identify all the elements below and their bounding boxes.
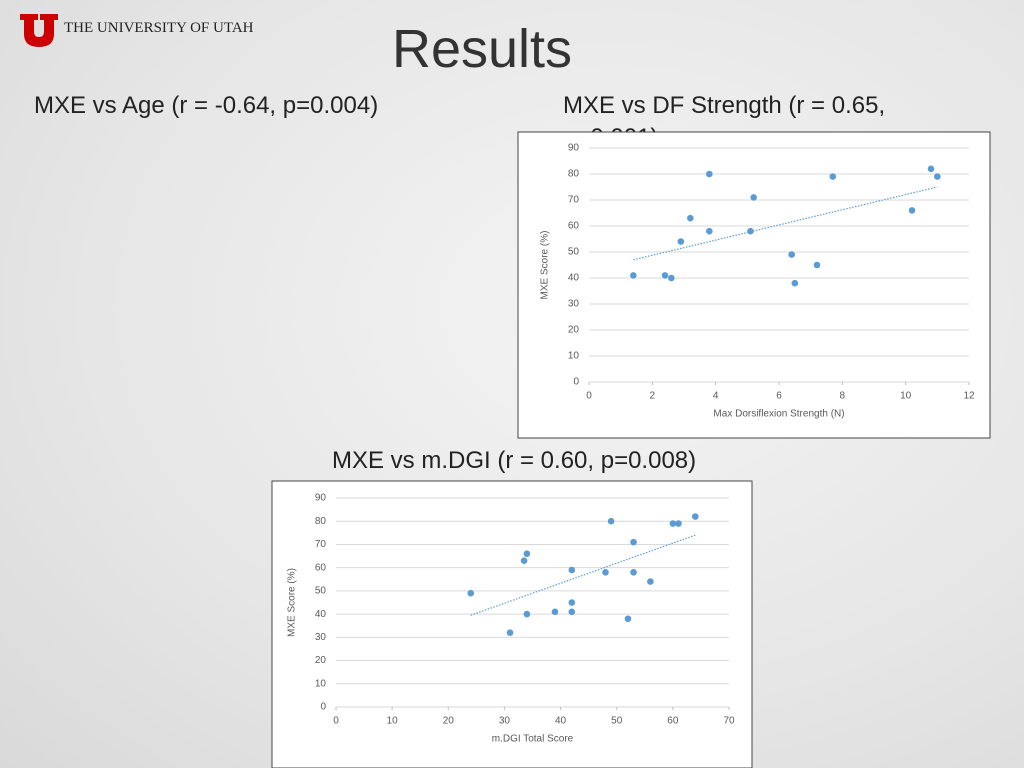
y-tick-label: 90 — [315, 493, 327, 504]
y-tick-label: 80 — [568, 169, 580, 180]
point — [630, 538, 637, 546]
y-tick-label: 10 — [315, 678, 327, 689]
point — [523, 610, 531, 618]
y-tick-label: 20 — [568, 325, 580, 336]
y-tick-label: 30 — [568, 299, 580, 310]
point — [568, 566, 576, 574]
y-tick-label: 40 — [315, 609, 327, 620]
point — [908, 207, 916, 214]
x-tick-label: 2 — [650, 391, 656, 402]
point — [551, 608, 559, 616]
point — [750, 194, 757, 201]
point — [788, 251, 795, 258]
point — [624, 615, 632, 623]
chart: 0 10 20 30 40 50 60 70 80 90 0 2 4 6 8 10 12 Max Dorsifle… — [517, 131, 991, 439]
point — [568, 608, 576, 616]
x-tick-label: 12 — [963, 391, 975, 402]
point — [523, 550, 531, 558]
x-tick-label: 10 — [387, 716, 399, 727]
y-tick-label: 60 — [315, 562, 327, 573]
point — [706, 227, 713, 235]
x-tick-label: 6 — [776, 391, 782, 402]
chart: 0 10 20 30 40 50 60 70 80 90 0 10 20 30 40 50 60 70 m.DGI … — [271, 480, 753, 768]
point — [813, 261, 821, 269]
point — [687, 214, 694, 222]
point — [467, 589, 475, 597]
x-tick-label: 70 — [723, 716, 735, 727]
y-tick-label: 0 — [573, 377, 579, 388]
point — [506, 629, 514, 636]
point — [791, 279, 799, 287]
point — [934, 173, 941, 180]
point — [661, 272, 669, 279]
y-tick-label: 0 — [320, 702, 326, 713]
logo-text: THE UNIVERSITY OF UTAH — [64, 20, 254, 36]
point — [677, 238, 685, 245]
point — [675, 520, 682, 527]
x-tick-label: 60 — [667, 716, 679, 727]
x-axis-title: m.DGI Total Score — [492, 734, 574, 745]
point — [647, 578, 654, 585]
logo-mark — [20, 14, 58, 47]
point — [706, 170, 713, 178]
y-tick-label: 70 — [568, 195, 580, 206]
y-tick-label: 30 — [315, 632, 327, 643]
x-axis-title: Max Dorsiflexion Strength (N) — [713, 409, 844, 420]
x-tick-label: 4 — [713, 391, 719, 402]
point — [630, 272, 637, 279]
y-tick-label: 90 — [568, 143, 580, 154]
heading: MXE vs Age (r = -0.64, p=0.004) — [34, 92, 379, 119]
point — [692, 513, 699, 520]
heading: MXE vs m.DGI (r = 0.60, p=0.008) — [332, 447, 697, 474]
y-tick-label: 60 — [568, 221, 580, 232]
point — [630, 569, 637, 576]
trendline — [633, 186, 938, 261]
x-tick-label: 40 — [555, 716, 567, 727]
point — [829, 173, 837, 180]
y-tick-label: 20 — [315, 655, 327, 666]
point — [669, 520, 677, 527]
chart-frame — [517, 131, 991, 439]
chart-frame — [271, 480, 753, 768]
logo: THE UNIVERSITY OF UTAH — [20, 14, 254, 47]
x-tick-label: 10 — [900, 391, 912, 402]
y-tick-label: 70 — [315, 539, 327, 550]
point — [747, 227, 754, 235]
y-tick-label: 10 — [568, 351, 580, 362]
y-axis-title: MXE Score (%) — [540, 231, 551, 300]
y-axis-title: MXE Score (%) — [287, 568, 298, 637]
x-tick-label: 30 — [499, 716, 511, 727]
x-tick-label: 0 — [333, 716, 339, 727]
point — [927, 165, 935, 173]
y-tick-label: 50 — [315, 586, 327, 597]
point — [668, 274, 675, 282]
point — [520, 557, 528, 564]
x-tick-label: 0 — [586, 391, 592, 402]
x-tick-label: 50 — [611, 716, 623, 727]
y-tick-label: 50 — [568, 247, 580, 258]
x-tick-label: 8 — [840, 391, 846, 402]
x-tick-label: 20 — [443, 716, 455, 727]
y-tick-label: 80 — [315, 516, 327, 527]
point — [607, 517, 615, 525]
point — [602, 569, 609, 576]
slide-title: Results — [392, 19, 573, 79]
trendline — [470, 534, 696, 616]
point — [568, 599, 576, 606]
y-tick-label: 40 — [568, 273, 580, 284]
